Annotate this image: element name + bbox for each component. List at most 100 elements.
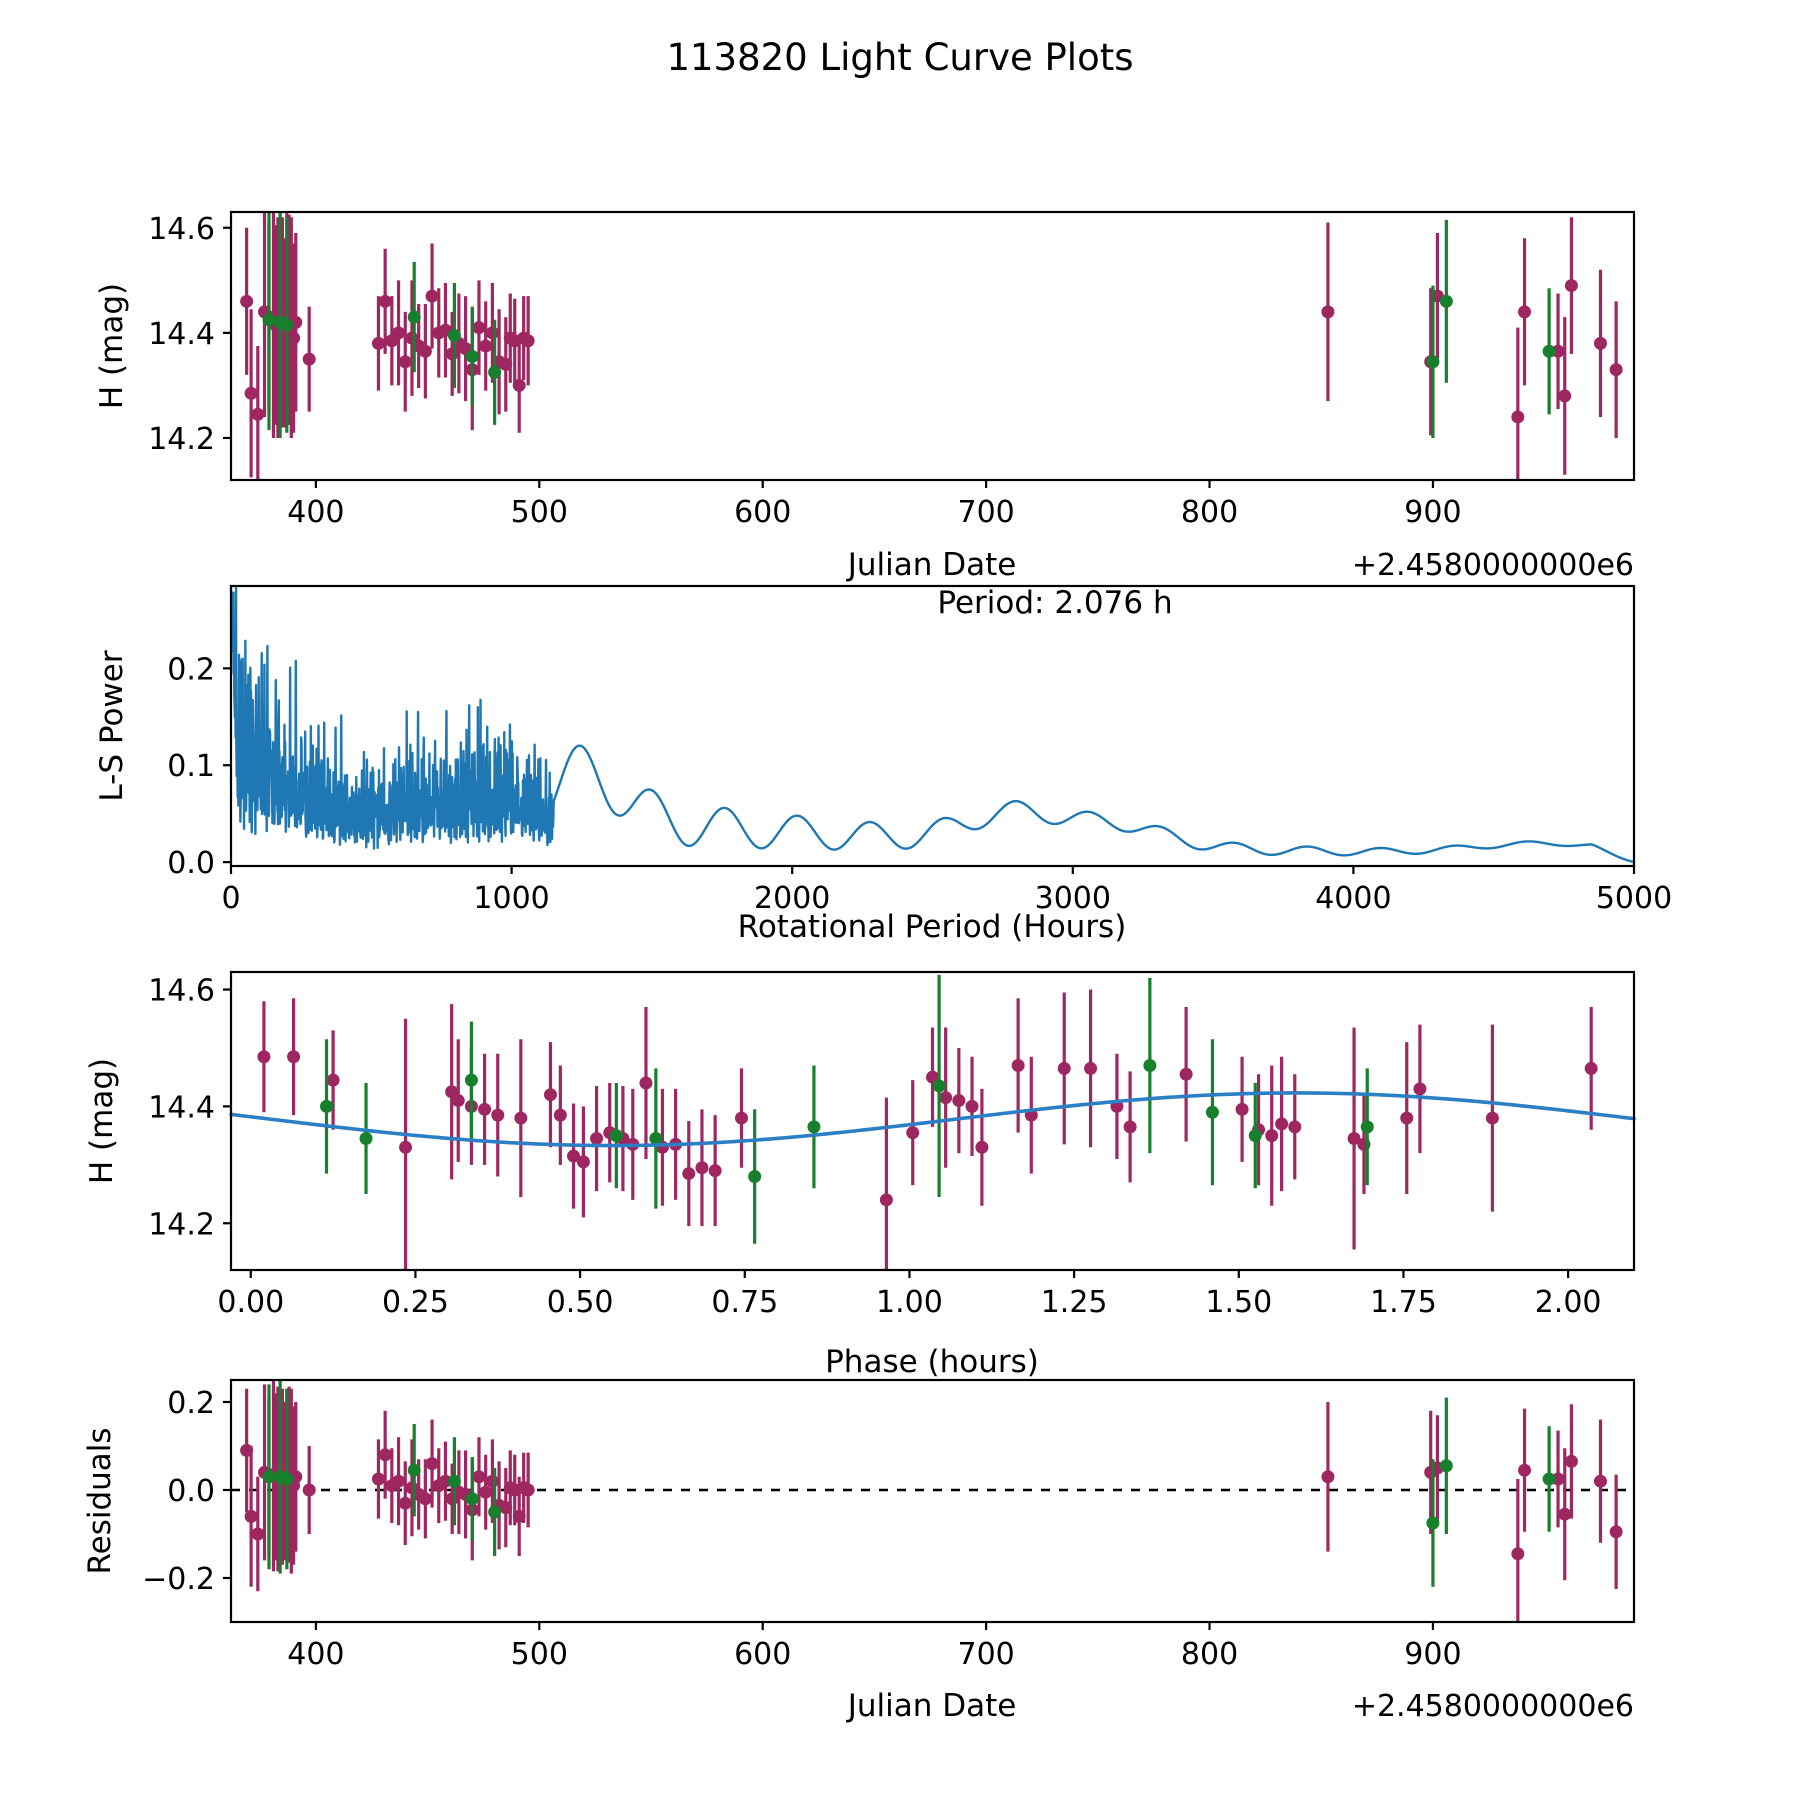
residuals-xlabel: Julian Date: [846, 1688, 1017, 1724]
y-tick-label: 14.4: [148, 317, 215, 352]
y-tick-label: 0.2: [167, 652, 215, 687]
x-tick-label: 1.25: [1041, 1285, 1108, 1320]
data-point: [639, 1076, 653, 1090]
data-point: [682, 1167, 696, 1181]
data-point: [320, 1099, 334, 1113]
data-point: [478, 1102, 492, 1116]
light-curve-raw-data: [240, 212, 1623, 480]
data-point: [451, 1094, 465, 1108]
x-tick-label: 0.75: [711, 1285, 778, 1320]
panel-phase-folded: 0.00 0.25 0.50 0.75 1.00 1.25 1.50 1.75 2.00 14.2…: [84, 970, 1636, 1380]
data-point: [425, 289, 439, 303]
data-point: [251, 407, 265, 421]
data-point: [280, 318, 294, 332]
data-point: [371, 1472, 385, 1486]
data-point: [1564, 279, 1578, 293]
data-point: [590, 1132, 604, 1146]
data-point: [280, 1472, 294, 1486]
data-point: [392, 326, 406, 340]
data-point: [521, 334, 535, 348]
y-tick-label: 0.0: [167, 1474, 215, 1509]
residuals-ylabel: Residuals: [82, 1427, 118, 1574]
light-curve-raw-x-offset: +2.4580000000e6: [1352, 548, 1634, 583]
x-tick-label: 1000: [473, 881, 549, 916]
data-point: [1511, 410, 1525, 424]
periodogram-ylabel: L-S Power: [94, 650, 130, 801]
data-point: [879, 1193, 893, 1207]
data-point: [939, 1091, 953, 1105]
data-point: [1288, 1120, 1302, 1134]
data-point: [418, 1492, 432, 1506]
periodogram-axes-frame: [229, 584, 1636, 868]
data-point: [485, 1474, 499, 1488]
data-point: [1551, 344, 1565, 358]
data-point: [521, 1483, 535, 1497]
periodogram-title: Period: 2.076 h: [937, 585, 1172, 621]
data-point: [1584, 1061, 1598, 1075]
periodogram-xlabel: Rotational Period (Hours): [738, 909, 1127, 945]
data-point: [485, 326, 499, 340]
data-point: [1542, 1472, 1556, 1486]
data-point: [244, 1509, 258, 1523]
y-tick-label: 14.2: [148, 422, 215, 457]
data-point: [464, 1073, 478, 1087]
data-point: [1321, 305, 1335, 319]
data-point: [1593, 1474, 1607, 1488]
data-point: [371, 336, 385, 350]
data-point: [1426, 1516, 1440, 1530]
y-tick-label: 0.0: [167, 846, 215, 881]
data-point: [488, 1505, 502, 1519]
data-point: [1143, 1058, 1157, 1072]
data-point: [1275, 1117, 1289, 1131]
data-point: [251, 1527, 265, 1541]
data-point: [932, 1079, 946, 1093]
data-point: [1558, 389, 1572, 403]
data-point: [287, 331, 301, 345]
data-point: [472, 1470, 486, 1484]
data-point: [488, 365, 502, 379]
data-point: [398, 1496, 412, 1510]
data-point: [399, 1140, 413, 1154]
data-point: [262, 313, 276, 327]
residuals-axes-frame: [229, 1378, 1636, 1624]
x-tick-label: 3000: [1035, 881, 1111, 916]
phase-folded-axes-frame: [229, 970, 1636, 1272]
y-tick-label: −0.2: [142, 1562, 215, 1597]
data-point: [807, 1120, 821, 1134]
data-point: [1179, 1067, 1193, 1081]
residuals-data: [240, 1380, 1623, 1622]
data-point: [576, 1155, 590, 1169]
data-point: [425, 1457, 439, 1471]
panel-residuals: 400 500 600 700 800 900 −0.2 0.0 0.2 Julian Date…: [82, 1378, 1636, 1724]
data-point: [1593, 336, 1607, 350]
data-point: [407, 1463, 421, 1477]
data-point: [287, 1050, 301, 1064]
x-tick-label: 800: [1181, 1637, 1238, 1672]
data-point: [392, 1474, 406, 1488]
y-tick-label: 14.4: [148, 1090, 215, 1125]
data-point: [1248, 1129, 1262, 1143]
data-point: [262, 1470, 276, 1484]
x-tick-label: 600: [734, 495, 791, 530]
data-point: [240, 294, 254, 308]
data-point: [1542, 344, 1556, 358]
x-tick-label: 400: [287, 495, 344, 530]
data-point: [438, 1474, 452, 1488]
light-curve-raw-ylabel: H (mag): [94, 283, 130, 409]
x-tick-label: 1.50: [1205, 1285, 1272, 1320]
data-point: [906, 1126, 920, 1140]
data-point: [734, 1111, 748, 1125]
data-point: [378, 1448, 392, 1462]
x-tick-label: 500: [511, 495, 568, 530]
residuals-x-offset: +2.4580000000e6: [1352, 1689, 1634, 1724]
data-point: [472, 321, 486, 335]
x-tick-label: 0.50: [547, 1285, 614, 1320]
data-point: [1235, 1102, 1249, 1116]
x-tick-label: 700: [957, 495, 1014, 530]
x-tick-label: 400: [287, 1637, 344, 1672]
data-point: [1518, 1463, 1532, 1477]
data-point: [1123, 1120, 1137, 1134]
x-tick-label: 0.00: [217, 1285, 284, 1320]
